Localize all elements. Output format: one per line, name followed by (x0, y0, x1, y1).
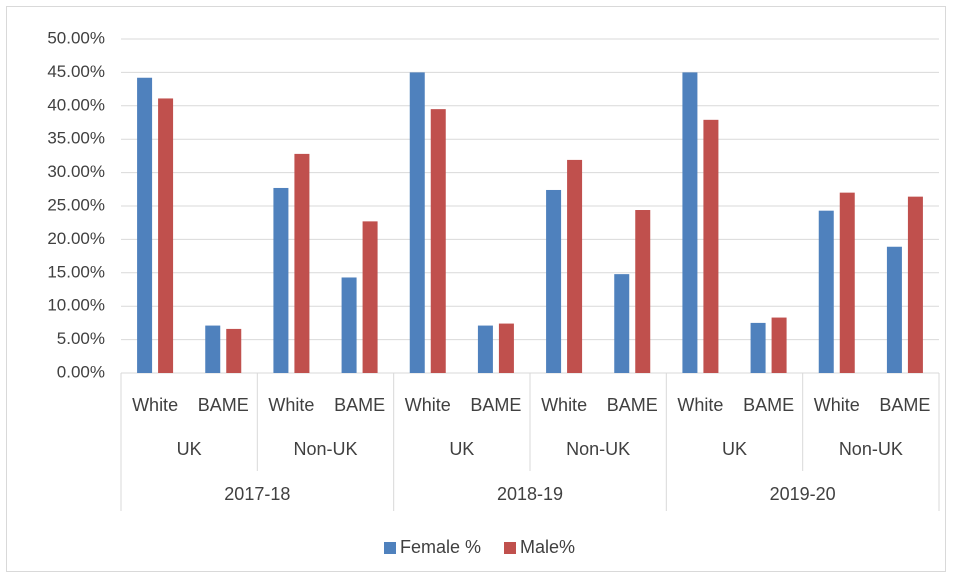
bar-chart: 0.00% 5.00% 10.00% 15.00% 20.00% 25.00% 30.00%… (47, 28, 940, 557)
legend-swatch-male (504, 542, 516, 554)
bar-male (226, 328, 242, 373)
bar-female (886, 246, 902, 373)
x-tick-label: White (268, 395, 314, 415)
bar-male (771, 317, 787, 373)
y-tick-label: 25.00% (47, 195, 105, 214)
x-tick-label: BAME (198, 395, 249, 415)
x-tick-label: BAME (607, 395, 658, 415)
y-tick-label: 45.00% (47, 62, 105, 81)
y-tick-label: 10.00% (47, 296, 105, 315)
x-tick-label: White (677, 395, 723, 415)
y-tick-label: 50.00% (47, 28, 105, 47)
x-tick-label: White (132, 395, 178, 415)
bar-female (546, 189, 562, 373)
bar-male (703, 119, 719, 373)
x-tick-label: BAME (334, 395, 385, 415)
bar-male (839, 192, 855, 373)
bar-male (567, 159, 583, 373)
x-group-label: Non-UK (293, 439, 357, 459)
x-year-label: 2017-18 (224, 484, 290, 504)
x-group-label: UK (449, 439, 474, 459)
bar-female (750, 322, 766, 373)
bar-female (137, 77, 153, 373)
bar-female (818, 210, 834, 373)
bar-male (158, 98, 174, 374)
x-tick-label: White (541, 395, 587, 415)
x-tick-label: BAME (743, 395, 794, 415)
bar-female (682, 72, 698, 374)
x-tick-label: White (405, 395, 451, 415)
bar-female (409, 72, 425, 374)
x-year-label: 2019-20 (770, 484, 836, 504)
x-group-label: Non-UK (839, 439, 903, 459)
legend-label-male: Male% (520, 537, 575, 557)
bar-female (205, 325, 221, 373)
bar-male (294, 153, 310, 373)
legend-swatch-female (384, 542, 396, 554)
y-tick-label: 40.00% (47, 95, 105, 114)
y-tick-label: 15.00% (47, 262, 105, 281)
bar-female (477, 325, 493, 373)
y-tick-label: 0.00% (57, 362, 105, 381)
y-tick-label: 5.00% (57, 329, 105, 348)
y-tick-label: 35.00% (47, 129, 105, 148)
bar-male (430, 109, 446, 373)
y-tick-label: 30.00% (47, 162, 105, 181)
x-group-label: UK (177, 439, 202, 459)
legend-label-female: Female % (400, 537, 481, 557)
x-year-label: 2018-19 (497, 484, 563, 504)
bar-male (498, 323, 514, 373)
x-group-label: UK (722, 439, 747, 459)
bar-female (341, 277, 357, 373)
x-tick-label: BAME (879, 395, 930, 415)
bar-female (273, 187, 289, 373)
chart-frame: 0.00% 5.00% 10.00% 15.00% 20.00% 25.00% 30.00%… (6, 6, 946, 572)
x-group-label: Non-UK (566, 439, 630, 459)
bar-female (614, 274, 630, 373)
y-tick-label: 20.00% (47, 229, 105, 248)
bar-male (362, 221, 378, 373)
x-tick-label: BAME (470, 395, 521, 415)
bar-male (635, 210, 651, 373)
x-tick-label: White (814, 395, 860, 415)
bar-male (907, 196, 923, 373)
